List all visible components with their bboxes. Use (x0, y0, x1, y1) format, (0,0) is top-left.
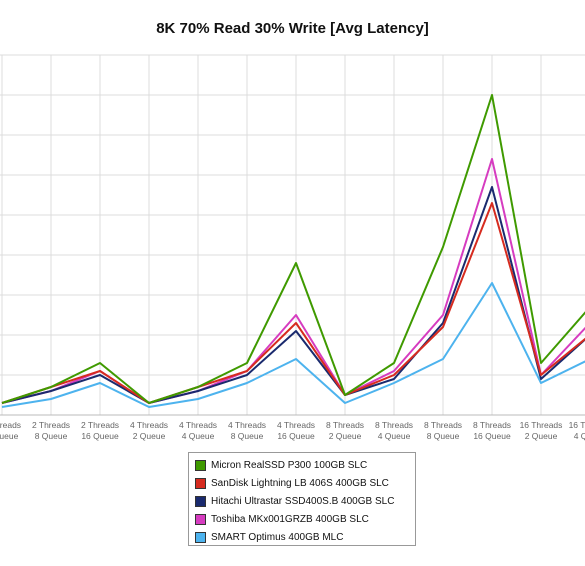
x-tick-label: 16 Queue (473, 431, 511, 441)
x-tick-label: 8 Threads (473, 420, 511, 430)
x-tick-label: 4 Threads (277, 420, 315, 430)
x-tick-label: 2 Threads (0, 420, 21, 430)
legend-swatch (195, 531, 206, 543)
x-tick-label: 16 Threads (520, 420, 563, 430)
legend-item: Micron RealSSD P300 100GB SLC (195, 456, 409, 474)
x-tick-label: 8 Queue (35, 431, 68, 441)
x-tick-label: 4 Queue (182, 431, 215, 441)
legend-swatch (195, 495, 206, 507)
legend-label: Toshiba MKx001GRZB 400GB SLC (211, 513, 369, 525)
series-line (1, 94, 585, 404)
x-tick-label: 4 Threads (130, 420, 168, 430)
legend-swatch (195, 477, 206, 489)
x-tick-label: 8 Queue (231, 431, 264, 441)
legend-item: SanDisk Lightning LB 406S 400GB SLC (195, 474, 409, 492)
legend-label: Micron RealSSD P300 100GB SLC (211, 459, 368, 471)
x-tick-label: 16 Queue (81, 431, 119, 441)
x-tick-label: 4 Queue (378, 431, 411, 441)
x-tick-label: 2 Threads (81, 420, 119, 430)
x-tick-label: 2 Queue (133, 431, 166, 441)
legend-item: SMART Optimus 400GB MLC (195, 528, 409, 546)
x-tick-label: 2 Queue (525, 431, 558, 441)
series-line (1, 158, 585, 404)
x-tick-label: 8 Threads (424, 420, 462, 430)
x-tick-label: 4 Queue (0, 431, 19, 441)
legend-swatch (195, 513, 206, 525)
x-tick-label: 4 Threads (179, 420, 217, 430)
x-tick-label: 16 Threads (569, 420, 585, 430)
x-tick-label: 16 Queue (277, 431, 315, 441)
x-tick-label: 8 Threads (375, 420, 413, 430)
series-line (1, 202, 585, 404)
x-tick-label: 8 Queue (427, 431, 460, 441)
x-tick-label: 8 Threads (326, 420, 364, 430)
series-line (1, 186, 585, 404)
legend-label: SMART Optimus 400GB MLC (211, 531, 344, 543)
x-tick-label: 2 Queue (329, 431, 362, 441)
legend-item: Toshiba MKx001GRZB 400GB SLC (195, 510, 409, 528)
series-lines (1, 94, 585, 408)
x-tick-label: 4 Threads (228, 420, 266, 430)
grid-lines (0, 54, 585, 416)
x-tick-label: 4 Queue (574, 431, 585, 441)
legend-label: SanDisk Lightning LB 406S 400GB SLC (211, 477, 389, 489)
legend-swatch (195, 459, 206, 471)
legend-item: Hitachi Ultrastar SSD400S.B 400GB SLC (195, 492, 409, 510)
x-tick-label: 2 Threads (32, 420, 70, 430)
chart-title: 8K 70% Read 30% Write [Avg Latency] (156, 20, 429, 37)
series-line (1, 282, 585, 408)
legend-label: Hitachi Ultrastar SSD400S.B 400GB SLC (211, 495, 395, 507)
legend: Micron RealSSD P300 100GB SLC SanDisk Lig… (188, 452, 416, 546)
